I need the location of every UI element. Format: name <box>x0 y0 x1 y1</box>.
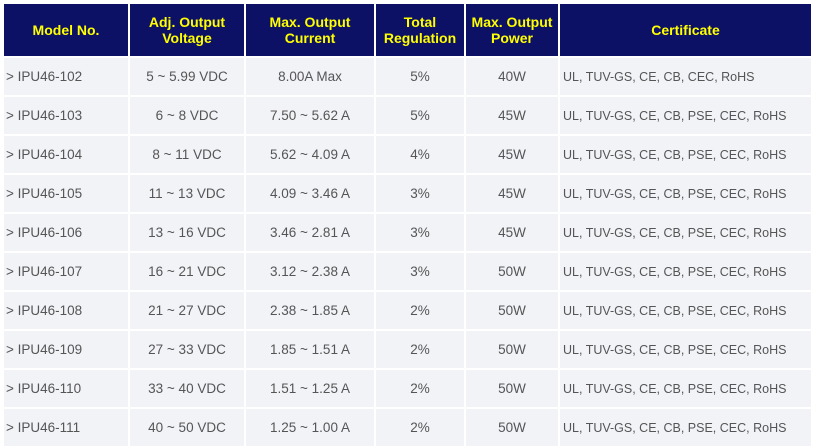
model-cell[interactable]: > IPU46-109 <box>4 331 128 368</box>
table-row: > IPU46-111 40 ~ 50 VDC 1.25 ~ 1.00 A 2%… <box>4 409 811 446</box>
model-cell[interactable]: > IPU46-110 <box>4 370 128 407</box>
spec-table-body: > IPU46-102 5 ~ 5.99 VDC 8.00A Max 5% 40… <box>4 58 811 446</box>
current-cell: 7.50 ~ 5.62 A <box>246 97 374 134</box>
model-cell[interactable]: > IPU46-105 <box>4 175 128 212</box>
current-cell: 3.12 ~ 2.38 A <box>246 253 374 290</box>
voltage-cell: 5 ~ 5.99 VDC <box>130 58 244 95</box>
certificate-cell: UL, TUV-GS, CE, CB, PSE, CEC, RoHS <box>560 214 811 251</box>
table-row: > IPU46-107 16 ~ 21 VDC 3.12 ~ 2.38 A 3%… <box>4 253 811 290</box>
model-link[interactable]: > IPU46-109 <box>6 342 83 357</box>
model-link[interactable]: > IPU46-104 <box>6 147 83 162</box>
model-link[interactable]: > IPU46-107 <box>6 264 83 279</box>
table-row: > IPU46-109 27 ~ 33 VDC 1.85 ~ 1.51 A 2%… <box>4 331 811 368</box>
table-row: > IPU46-110 33 ~ 40 VDC 1.51 ~ 1.25 A 2%… <box>4 370 811 407</box>
regulation-cell: 2% <box>376 409 464 446</box>
power-cell: 45W <box>466 175 558 212</box>
power-cell: 50W <box>466 370 558 407</box>
voltage-cell: 11 ~ 13 VDC <box>130 175 244 212</box>
current-cell: 5.62 ~ 4.09 A <box>246 136 374 173</box>
certificate-cell: UL, TUV-GS, CE, CB, PSE, CEC, RoHS <box>560 331 811 368</box>
power-cell: 50W <box>466 331 558 368</box>
regulation-cell: 2% <box>376 331 464 368</box>
current-cell: 1.51 ~ 1.25 A <box>246 370 374 407</box>
voltage-cell: 13 ~ 16 VDC <box>130 214 244 251</box>
model-link[interactable]: > IPU46-102 <box>6 69 83 84</box>
spec-table-header: Model No. Adj. Output Voltage Max. Outpu… <box>4 4 811 56</box>
table-row: > IPU46-108 21 ~ 27 VDC 2.38 ~ 1.85 A 2%… <box>4 292 811 329</box>
power-cell: 45W <box>466 214 558 251</box>
regulation-cell: 4% <box>376 136 464 173</box>
power-cell: 50W <box>466 409 558 446</box>
model-cell[interactable]: > IPU46-104 <box>4 136 128 173</box>
header-power: Max. Output Power <box>466 4 558 56</box>
header-current: Max. Output Current <box>246 4 374 56</box>
regulation-cell: 3% <box>376 175 464 212</box>
certificate-cell: UL, TUV-GS, CE, CB, PSE, CEC, RoHS <box>560 370 811 407</box>
table-row: > IPU46-106 13 ~ 16 VDC 3.46 ~ 2.81 A 3%… <box>4 214 811 251</box>
power-cell: 50W <box>466 292 558 329</box>
model-cell[interactable]: > IPU46-103 <box>4 97 128 134</box>
model-link[interactable]: > IPU46-106 <box>6 225 83 240</box>
current-cell: 1.25 ~ 1.00 A <box>246 409 374 446</box>
table-row: > IPU46-105 11 ~ 13 VDC 4.09 ~ 3.46 A 3%… <box>4 175 811 212</box>
regulation-cell: 3% <box>376 214 464 251</box>
power-cell: 40W <box>466 58 558 95</box>
power-cell: 45W <box>466 136 558 173</box>
voltage-cell: 40 ~ 50 VDC <box>130 409 244 446</box>
table-row: > IPU46-103 6 ~ 8 VDC 7.50 ~ 5.62 A 5% 4… <box>4 97 811 134</box>
header-model: Model No. <box>4 4 128 56</box>
voltage-cell: 21 ~ 27 VDC <box>130 292 244 329</box>
header-voltage: Adj. Output Voltage <box>130 4 244 56</box>
regulation-cell: 2% <box>376 292 464 329</box>
regulation-cell: 3% <box>376 253 464 290</box>
current-cell: 1.85 ~ 1.51 A <box>246 331 374 368</box>
table-row: > IPU46-102 5 ~ 5.99 VDC 8.00A Max 5% 40… <box>4 58 811 95</box>
power-cell: 45W <box>466 97 558 134</box>
header-regulation: Total Regulation <box>376 4 464 56</box>
regulation-cell: 5% <box>376 58 464 95</box>
header-certificate: Certificate <box>560 4 811 56</box>
voltage-cell: 27 ~ 33 VDC <box>130 331 244 368</box>
table-row: > IPU46-104 8 ~ 11 VDC 5.62 ~ 4.09 A 4% … <box>4 136 811 173</box>
voltage-cell: 16 ~ 21 VDC <box>130 253 244 290</box>
certificate-cell: UL, TUV-GS, CE, CB, PSE, CEC, RoHS <box>560 175 811 212</box>
current-cell: 2.38 ~ 1.85 A <box>246 292 374 329</box>
regulation-cell: 2% <box>376 370 464 407</box>
certificate-cell: UL, TUV-GS, CE, CB, PSE, CEC, RoHS <box>560 409 811 446</box>
certificate-cell: UL, TUV-GS, CE, CB, PSE, CEC, RoHS <box>560 97 811 134</box>
model-link[interactable]: > IPU46-105 <box>6 186 83 201</box>
certificate-cell: UL, TUV-GS, CE, CB, PSE, CEC, RoHS <box>560 253 811 290</box>
current-cell: 8.00A Max <box>246 58 374 95</box>
certificate-cell: UL, TUV-GS, CE, CB, PSE, CEC, RoHS <box>560 136 811 173</box>
model-link[interactable]: > IPU46-111 <box>6 420 81 435</box>
certificate-cell: UL, TUV-GS, CE, CB, CEC, RoHS <box>560 58 811 95</box>
model-cell[interactable]: > IPU46-102 <box>4 58 128 95</box>
current-cell: 3.46 ~ 2.81 A <box>246 214 374 251</box>
power-cell: 50W <box>466 253 558 290</box>
model-cell[interactable]: > IPU46-111 <box>4 409 128 446</box>
model-link[interactable]: > IPU46-103 <box>6 108 83 123</box>
model-link[interactable]: > IPU46-108 <box>6 303 83 318</box>
model-cell[interactable]: > IPU46-106 <box>4 214 128 251</box>
current-cell: 4.09 ~ 3.46 A <box>246 175 374 212</box>
certificate-cell: UL, TUV-GS, CE, CB, PSE, CEC, RoHS <box>560 292 811 329</box>
voltage-cell: 6 ~ 8 VDC <box>130 97 244 134</box>
model-link[interactable]: > IPU46-110 <box>6 381 82 396</box>
regulation-cell: 5% <box>376 97 464 134</box>
voltage-cell: 33 ~ 40 VDC <box>130 370 244 407</box>
header-row: Model No. Adj. Output Voltage Max. Outpu… <box>4 4 811 56</box>
model-cell[interactable]: > IPU46-107 <box>4 253 128 290</box>
voltage-cell: 8 ~ 11 VDC <box>130 136 244 173</box>
model-cell[interactable]: > IPU46-108 <box>4 292 128 329</box>
